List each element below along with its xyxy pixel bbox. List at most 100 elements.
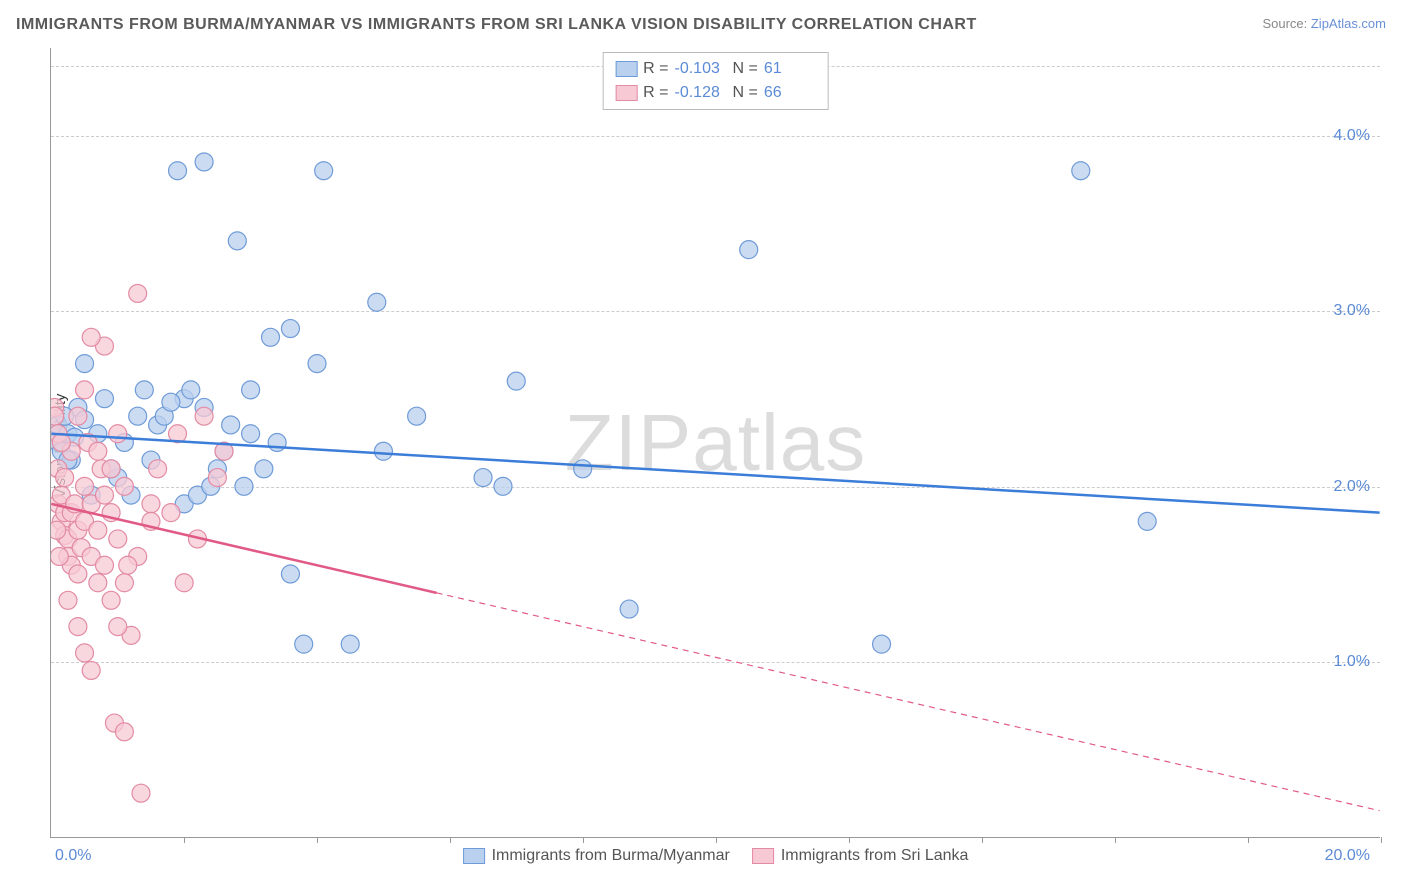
x-tick [716, 837, 717, 843]
x-tick [1381, 837, 1382, 843]
scatter-point-burma [242, 381, 260, 399]
scatter-point-srilanka [115, 477, 133, 495]
scatter-point-burma [182, 381, 200, 399]
legend-row-burma: R = -0.103 N = 61 [615, 57, 816, 81]
trend-line-dashed-srilanka [437, 593, 1380, 811]
scatter-point-burma [315, 162, 333, 180]
scatter-point-burma [228, 232, 246, 250]
swatch-burma [463, 848, 485, 864]
scatter-point-srilanka [89, 574, 107, 592]
scatter-point-burma [129, 407, 147, 425]
correlation-legend: R = -0.103 N = 61 R = -0.128 N = 66 [602, 52, 829, 110]
scatter-point-srilanka [51, 407, 64, 425]
scatter-point-burma [135, 381, 153, 399]
trend-line-burma [51, 434, 1379, 513]
series-legend: Immigrants from Burma/Myanmar Immigrants… [463, 847, 969, 865]
scatter-point-srilanka [132, 784, 150, 802]
r-label: R = [643, 57, 668, 81]
scatter-point-srilanka [52, 434, 70, 452]
scatter-point-srilanka [59, 591, 77, 609]
scatter-point-burma [740, 241, 758, 259]
scatter-point-burma [281, 565, 299, 583]
scatter-point-srilanka [102, 460, 120, 478]
scatter-point-burma [235, 477, 253, 495]
scatter-point-burma [242, 425, 260, 443]
scatter-point-burma [873, 635, 891, 653]
n-label: N = [733, 81, 758, 105]
scatter-point-srilanka [51, 547, 68, 565]
swatch-srilanka [752, 848, 774, 864]
scatter-plot-svg [51, 48, 1380, 837]
source-prefix: Source: [1262, 16, 1310, 31]
scatter-point-srilanka [102, 591, 120, 609]
scatter-point-srilanka [115, 574, 133, 592]
scatter-point-srilanka [76, 644, 94, 662]
scatter-point-srilanka [69, 618, 87, 636]
chart-title: IMMIGRANTS FROM BURMA/MYANMAR VS IMMIGRA… [16, 16, 977, 34]
scatter-point-burma [474, 469, 492, 487]
swatch-srilanka [615, 85, 637, 101]
scatter-point-burma [408, 407, 426, 425]
x-tick [184, 837, 185, 843]
scatter-point-srilanka [51, 521, 66, 539]
legend-label-burma: Immigrants from Burma/Myanmar [492, 847, 730, 865]
source-link[interactable]: ZipAtlas.com [1311, 16, 1386, 31]
scatter-point-srilanka [76, 381, 94, 399]
scatter-point-burma [262, 328, 280, 346]
scatter-point-srilanka [115, 723, 133, 741]
scatter-point-burma [620, 600, 638, 618]
scatter-point-burma [95, 390, 113, 408]
scatter-point-burma [295, 635, 313, 653]
x-tick [450, 837, 451, 843]
scatter-point-burma [1138, 512, 1156, 530]
scatter-point-burma [574, 460, 592, 478]
scatter-point-burma [281, 320, 299, 338]
swatch-burma [615, 61, 637, 77]
trend-line-srilanka [51, 504, 436, 593]
chart-plot-area: ZIPatlas 1.0%2.0%3.0%4.0% R = -0.103 N =… [50, 48, 1380, 838]
x-tick [849, 837, 850, 843]
scatter-point-srilanka [89, 442, 107, 460]
x-tick [317, 837, 318, 843]
r-value-burma: -0.103 [675, 57, 727, 81]
scatter-point-burma [268, 434, 286, 452]
scatter-point-burma [255, 460, 273, 478]
r-label: R = [643, 81, 668, 105]
scatter-point-srilanka [69, 565, 87, 583]
scatter-point-burma [368, 293, 386, 311]
x-tick [1248, 837, 1249, 843]
scatter-point-burma [195, 153, 213, 171]
scatter-point-srilanka [142, 495, 160, 513]
scatter-point-burma [374, 442, 392, 460]
scatter-point-burma [76, 355, 94, 373]
scatter-point-burma [162, 393, 180, 411]
x-tick [583, 837, 584, 843]
scatter-point-srilanka [162, 504, 180, 522]
legend-label-srilanka: Immigrants from Sri Lanka [781, 847, 969, 865]
scatter-point-srilanka [69, 407, 87, 425]
r-value-srilanka: -0.128 [675, 81, 727, 105]
scatter-point-srilanka [95, 556, 113, 574]
scatter-point-burma [222, 416, 240, 434]
scatter-point-burma [507, 372, 525, 390]
n-value-srilanka: 66 [764, 81, 816, 105]
scatter-point-srilanka [56, 469, 74, 487]
scatter-point-srilanka [109, 530, 127, 548]
legend-row-srilanka: R = -0.128 N = 66 [615, 81, 816, 105]
scatter-point-burma [308, 355, 326, 373]
legend-item-burma: Immigrants from Burma/Myanmar [463, 847, 730, 865]
x-tick [982, 837, 983, 843]
scatter-point-srilanka [119, 556, 137, 574]
scatter-point-srilanka [109, 618, 127, 636]
scatter-point-srilanka [129, 284, 147, 302]
x-tick [1115, 837, 1116, 843]
scatter-point-burma [341, 635, 359, 653]
n-value-burma: 61 [764, 57, 816, 81]
scatter-point-srilanka [82, 661, 100, 679]
scatter-point-srilanka [95, 486, 113, 504]
scatter-point-srilanka [82, 328, 100, 346]
scatter-point-srilanka [195, 407, 213, 425]
scatter-point-srilanka [208, 469, 226, 487]
scatter-point-srilanka [76, 477, 94, 495]
scatter-point-srilanka [149, 460, 167, 478]
